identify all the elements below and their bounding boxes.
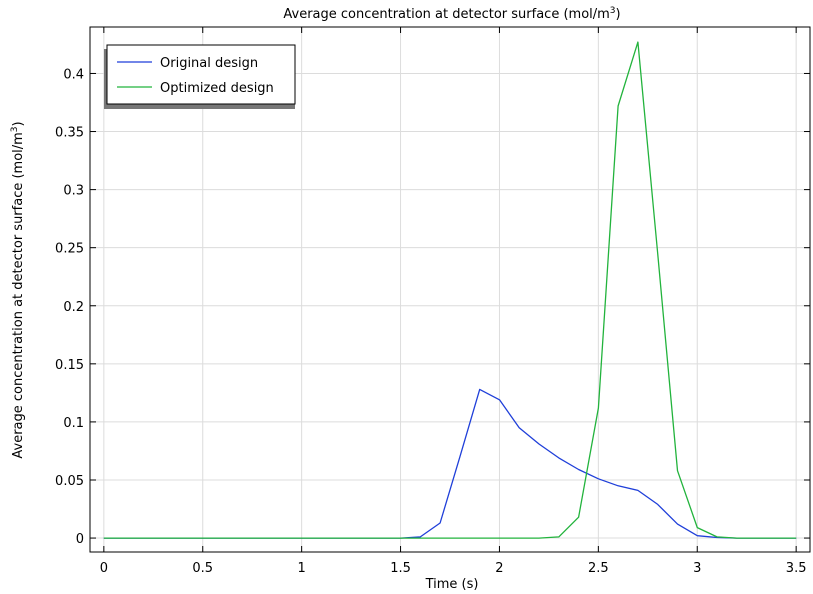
y-tick-label: 0.3 [63, 184, 84, 199]
legend-label-original-design: Original design [160, 56, 258, 71]
series-lines [103, 41, 797, 539]
legend: Original design Optimized design [104, 44, 296, 109]
x-tick-label: 0.5 [192, 561, 213, 576]
legend-label-optimized-design: Optimized design [160, 81, 274, 96]
x-axis-tick-labels: 0 0.5 1 1.5 2 2.5 3 3.5 [100, 561, 807, 576]
y-tick-label: 0.4 [63, 67, 84, 82]
x-tick-label: 0 [100, 561, 108, 576]
y-tick-label: 0 [76, 532, 84, 547]
y-tick-label: 0.05 [55, 474, 84, 489]
x-tick-label: 3 [693, 561, 701, 576]
x-tick-label: 3.5 [786, 561, 807, 576]
x-tick-label: 1.5 [390, 561, 411, 576]
x-tick-label: 1 [298, 561, 306, 576]
legend-box [106, 44, 296, 105]
chart-title-superscript: 3 [610, 6, 616, 16]
y-axis-label-superscript: 3 [10, 126, 20, 132]
x-tick-label: 2 [495, 561, 503, 576]
y-tick-label: 0.25 [55, 242, 84, 257]
axis-ticks [90, 27, 810, 552]
y-tick-label: 0.15 [55, 358, 84, 373]
series-line-original-design [103, 388, 797, 539]
y-tick-label: 0.1 [63, 416, 84, 431]
x-axis-label: Time (s) [425, 577, 479, 592]
y-tick-label: 0.2 [63, 300, 84, 315]
series-line-optimized-design [103, 41, 797, 539]
y-axis-label: Average concentration at detector surfac… [10, 121, 26, 458]
legend-entry-optimized-design: Optimized design [117, 81, 274, 96]
legend-entry-original-design: Original design [117, 56, 258, 71]
x-tick-label: 2.5 [588, 561, 609, 576]
plot-area-frame [89, 26, 811, 553]
y-axis-tick-labels: 0 0.05 0.1 0.15 0.2 0.25 0.3 0.35 0.4 [55, 67, 84, 547]
chart-title: Average concentration at detector surfac… [283, 6, 620, 22]
y-tick-label: 0.35 [55, 126, 84, 141]
